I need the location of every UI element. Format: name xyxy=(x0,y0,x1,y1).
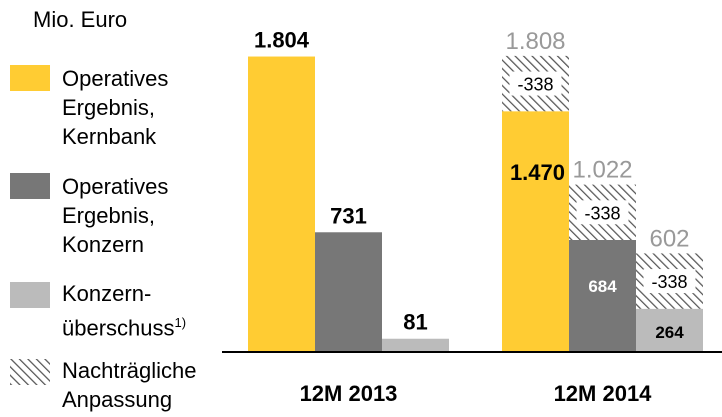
bar-konzern xyxy=(569,239,636,352)
legend-line: überschuss xyxy=(62,315,175,341)
value-label: 684 xyxy=(588,277,617,296)
footnote-marker: 1) xyxy=(174,315,187,330)
legend-line: Konzern xyxy=(62,232,144,257)
chart-marks: 1.804 731 81 12M 2013 -338 1.808 1.470 -338 1.02… xyxy=(248,28,703,406)
adjustment-label-box xyxy=(509,71,562,96)
value-label: 1.470 xyxy=(510,160,565,185)
unit-label: Mio. Euro xyxy=(33,7,128,32)
total-label: 1.022 xyxy=(572,157,632,184)
legend-label-kernbank: Operatives Ergebnis, Kernbank xyxy=(62,64,262,151)
legend-swatch-kernbank xyxy=(10,65,50,91)
legend-label-adjustment: Nachträgliche Anpassung xyxy=(62,356,262,414)
bar-konzern xyxy=(315,232,382,352)
bar-kernbank xyxy=(248,56,315,352)
adjustment-label: -338 xyxy=(651,272,687,292)
legend-line: Konzern- xyxy=(62,281,152,306)
legend-line-with-footnote: überschuss1) xyxy=(62,308,262,342)
legend-line: Operatives xyxy=(62,66,169,91)
total-label: 1.808 xyxy=(505,28,565,55)
adjustment-label: -338 xyxy=(517,75,553,95)
legend-line: Nachträgliche xyxy=(62,358,197,383)
legend-swatch-konzern xyxy=(10,173,50,199)
total-label: 602 xyxy=(649,225,689,252)
legend-label-konzernueberschuss: Konzern- überschuss1) xyxy=(62,279,262,342)
legend-swatch-adjustment xyxy=(10,359,50,385)
adjustment-label-box xyxy=(643,269,696,294)
legend-line: Ergebnis, xyxy=(62,203,155,228)
value-label: 81 xyxy=(403,310,427,335)
x-tick-label: 12M 2013 xyxy=(300,381,398,406)
legend-line: Ergebnis, xyxy=(62,95,155,120)
legend-swatch-konzernueberschuss xyxy=(10,282,50,308)
legend-label-konzern: Operatives Ergebnis, Konzern xyxy=(62,172,262,259)
legend-line: Operatives xyxy=(62,174,169,199)
x-tick-label: 12M 2014 xyxy=(554,381,653,406)
bar-kernbank xyxy=(502,111,569,352)
adjustment-label: -338 xyxy=(584,203,620,223)
value-label: 731 xyxy=(330,203,367,228)
bar-konzernueberschuss xyxy=(636,308,703,352)
bar-konzernueberschuss xyxy=(382,338,449,352)
value-label: 1.804 xyxy=(254,28,310,53)
value-label: 264 xyxy=(655,323,684,342)
legend-line: Anpassung xyxy=(62,387,173,412)
legend-line: Kernbank xyxy=(62,124,157,149)
adjustment-label-box xyxy=(576,200,629,225)
